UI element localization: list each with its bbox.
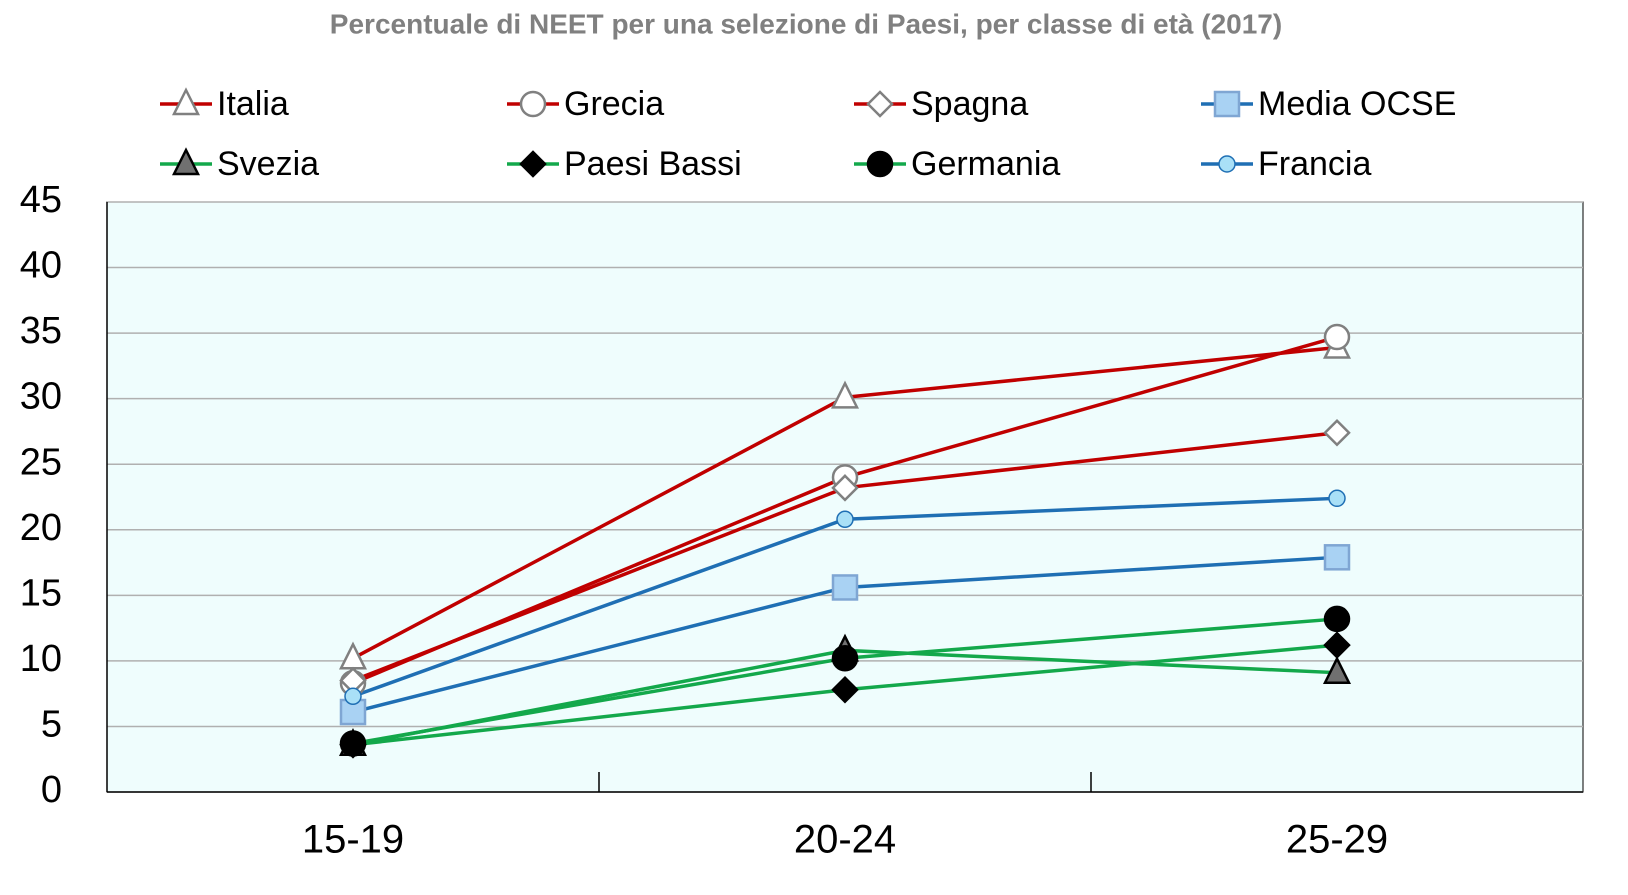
data-point — [1323, 605, 1351, 633]
legend-marker — [866, 90, 894, 118]
legend-label: Spagna — [911, 85, 1028, 123]
y-tick-label: 25 — [20, 441, 62, 483]
y-tick-label: 0 — [41, 769, 62, 811]
x-tick-label: 15-19 — [302, 818, 404, 862]
legend-label: Francia — [1258, 145, 1371, 183]
y-tick-label: 5 — [41, 703, 62, 745]
legend-label: Italia — [217, 85, 289, 123]
y-tick-label: 45 — [20, 179, 62, 221]
data-point — [836, 510, 854, 529]
data-point — [1328, 489, 1346, 508]
data-point — [831, 474, 859, 502]
data-point — [831, 574, 859, 601]
data-point — [831, 675, 859, 704]
y-tick-label: 10 — [20, 638, 62, 680]
data-point — [1323, 631, 1351, 659]
chart-title: Percentuale di NEET per una selezione di… — [330, 8, 1282, 39]
data-point — [830, 380, 860, 409]
data-point — [1323, 323, 1351, 351]
legend-label: Paesi Bassi — [564, 145, 742, 183]
legend-label: Grecia — [564, 85, 664, 123]
legend-marker — [519, 150, 547, 178]
y-tick-label: 15 — [20, 572, 62, 614]
legend-label: Svezia — [217, 145, 319, 183]
data-point — [1322, 655, 1352, 684]
legend-marker — [1218, 155, 1236, 173]
legend-marker — [171, 147, 201, 176]
legend-marker — [171, 87, 201, 116]
y-tick-label: 35 — [20, 310, 62, 352]
y-tick-label: 20 — [20, 507, 62, 549]
legend-marker — [519, 90, 547, 118]
data-point — [344, 687, 362, 706]
legend-label: Media OCSE — [1258, 85, 1456, 123]
data-point — [1323, 544, 1351, 571]
data-point — [1323, 418, 1351, 447]
y-tick-label: 40 — [20, 245, 62, 287]
x-tick-label: 20-24 — [794, 818, 896, 862]
data-point — [831, 645, 859, 672]
x-tick-label: 25-29 — [1286, 818, 1388, 862]
legend-marker — [1213, 90, 1241, 118]
data-point — [339, 730, 367, 757]
y-tick-label: 30 — [20, 376, 62, 418]
legend-marker — [866, 150, 894, 178]
legend-label: Germania — [911, 145, 1060, 183]
